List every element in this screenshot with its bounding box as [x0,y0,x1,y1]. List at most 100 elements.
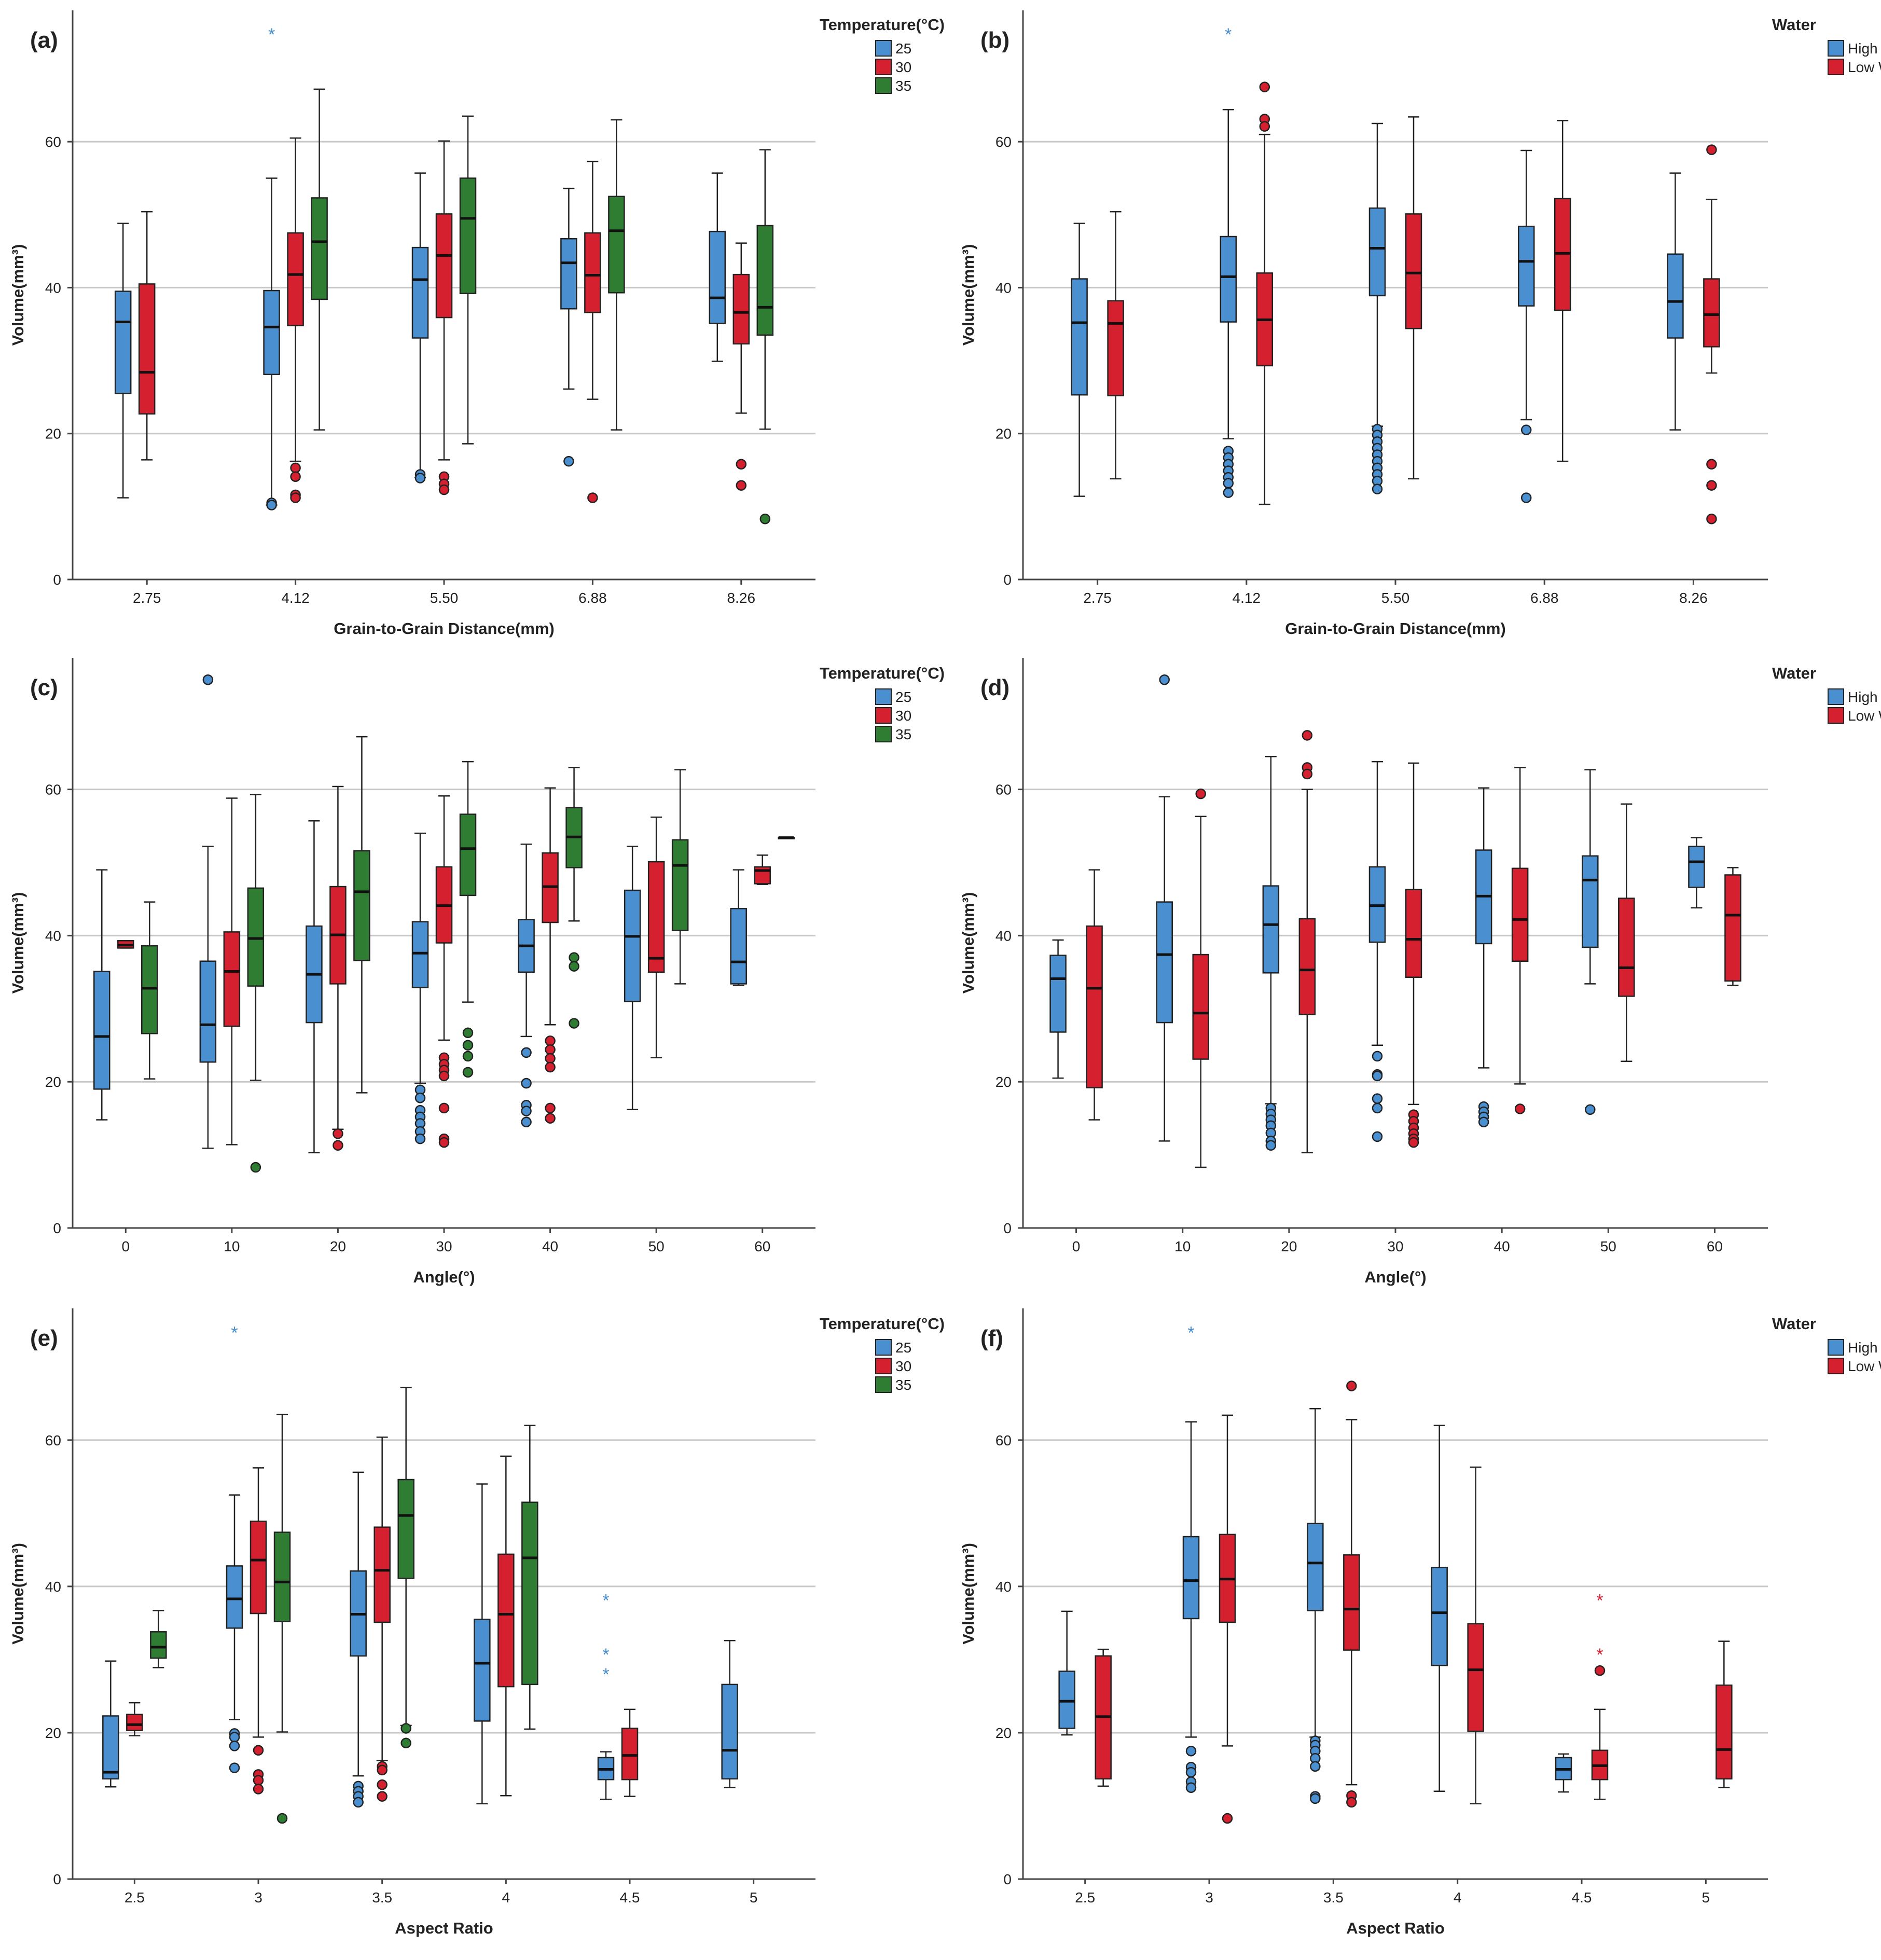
x-tick-label: 10 [1174,1238,1191,1254]
box-8.26 [1667,172,1684,431]
legend-swatch [875,1376,892,1393]
box-0 [141,901,158,1080]
outlier-point [229,1762,240,1773]
series-high-water [1049,674,1705,1151]
outlier-point [253,1745,264,1756]
outlier-point [1302,768,1313,780]
legend: Temperature(°C) 25 30 35 [820,664,945,742]
box-8.26 [709,172,726,362]
iqr-box [1667,253,1684,339]
series-high-water: * [1058,1323,1572,1804]
box-60 [1688,837,1705,909]
box-3.5 [1343,1381,1360,1808]
outlier-point [521,1047,532,1058]
outlier-point [414,473,426,484]
legend-swatch [1828,59,1844,75]
iqr-box [1156,901,1173,1024]
box-30 [459,761,477,1078]
box-40 [1511,767,1529,1114]
box-2.5 [102,1660,119,1788]
outlier-point [1259,121,1270,132]
iqr-box [1405,889,1422,978]
box-5 [721,1640,738,1788]
legend-label: 25 [895,40,911,57]
outlier-point [414,1133,426,1144]
outlier-point [569,952,579,963]
box-4 [474,1483,491,1804]
outlier-point [353,1797,364,1808]
box-20 [329,785,347,1151]
x-tick-label: 3 [254,1889,262,1906]
x-tick-label: 8.26 [727,590,756,606]
legend-title: Temperature(°C) [820,664,945,682]
outlier-point [1706,459,1717,470]
box-50 [1618,803,1635,1062]
outlier-point [1514,1103,1526,1114]
x-tick-label: 30 [436,1238,452,1254]
series-30 [138,137,750,503]
outlier-point [1372,484,1383,494]
legend-title: Temperature(°C) [820,16,945,34]
y-tick-label: 0 [53,1220,61,1236]
x-tick-label: 2.5 [1075,1889,1095,1906]
x-axis-title: Aspect Ratio [1346,1919,1444,1937]
outlier-point [1408,1137,1419,1148]
iqr-box [732,273,750,344]
series-25: * [114,25,726,510]
iqr-box [263,289,280,376]
box-6.88 [1554,120,1571,462]
iqr-box [1716,1685,1733,1780]
legend-label: 30 [895,708,911,724]
box-2.75 [138,211,156,461]
outlier-point [1310,1761,1321,1772]
outlier-point [736,480,747,491]
outlier-point [333,1128,343,1139]
iqr-box [1688,846,1705,888]
outlier-point [1706,144,1717,155]
outlier-point [1185,1766,1197,1778]
legend: Water High Water Low Water [1772,16,1881,75]
x-tick-label: 2.75 [133,590,161,606]
outlier-point [545,1061,556,1073]
box-4.5: *** [597,1591,615,1800]
iqr-box [721,1683,738,1780]
box-8.26 [1703,144,1720,524]
box-3.5 [374,1436,391,1802]
y-axis-title: Volume(mm³) [9,892,27,994]
box-10 [199,674,217,1149]
outlier-point [759,514,771,524]
x-tick-label: 6.88 [578,590,607,606]
iqr-box [1262,885,1280,974]
outlier-point [438,1102,450,1114]
box-30 [411,832,429,1144]
x-tick-label: 5 [1702,1889,1710,1906]
series-25 [93,674,747,1154]
y-tick-label: 60 [45,134,61,150]
legend-swatch [1828,707,1844,724]
x-tick-label: 4.5 [1572,1889,1592,1906]
iqr-box [150,1631,167,1659]
x-tick-label: 50 [1600,1238,1616,1254]
panel-label: (d) [980,675,1009,700]
y-tick-label: 0 [1003,1220,1012,1236]
outlier-point [1346,1381,1357,1391]
iqr-box [1298,918,1316,1015]
legend-swatch [1828,1358,1844,1374]
y-axis-title: Volume(mm³) [9,244,27,346]
iqr-box [647,861,665,973]
box-5 [1716,1640,1733,1788]
y-axis-title: Volume(mm³) [959,244,977,346]
legend-label: 35 [895,1377,911,1393]
x-tick-label: 3.5 [372,1889,392,1906]
iqr-box [1405,213,1422,329]
iqr-box [608,196,625,294]
iqr-box [126,1714,143,1731]
legend-swatch [1828,1339,1844,1356]
box-5.50 [435,140,453,495]
iqr-box [223,931,241,1027]
outlier-point [1195,788,1206,799]
outlier-point [400,1723,411,1734]
box-4 [1431,1425,1448,1792]
